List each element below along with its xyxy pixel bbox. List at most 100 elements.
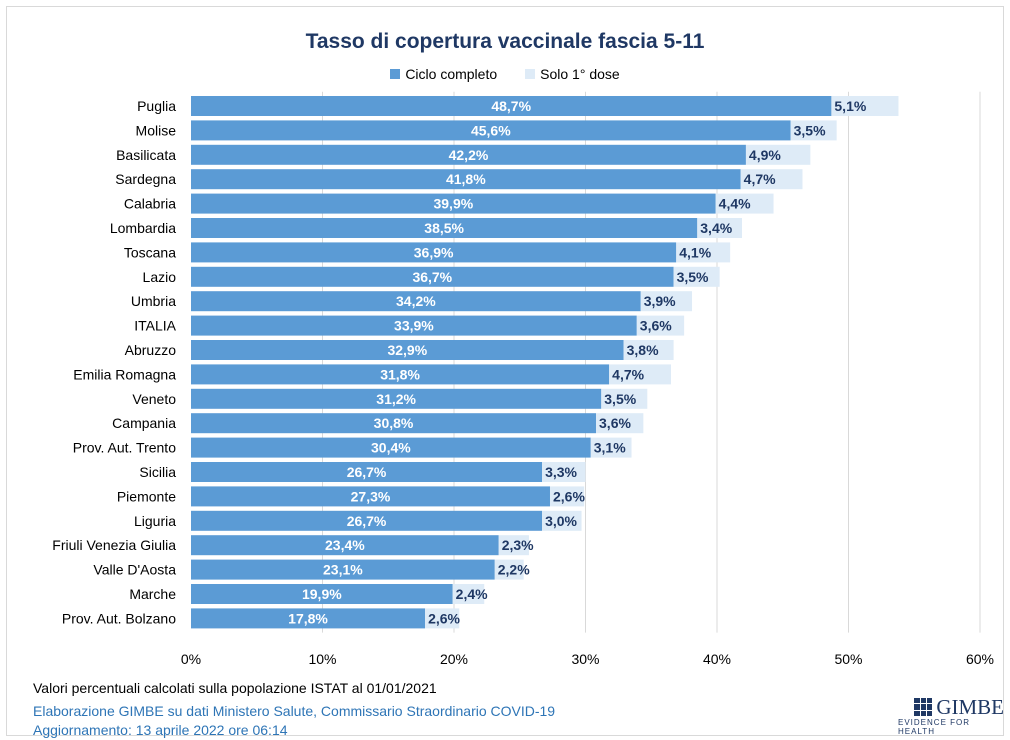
legend-swatch-ciclo-completo [390, 69, 401, 79]
footer-source: Elaborazione GIMBE su dati Ministero Sal… [33, 703, 556, 719]
data-label-ciclo-completo: 19,9% [302, 586, 342, 602]
category-label: Sicilia [139, 464, 176, 480]
data-label-ciclo-completo: 48,7% [491, 98, 531, 114]
bar-ciclo-completo [191, 388, 602, 409]
category-label: Lombardia [110, 220, 176, 236]
data-label-ciclo-completo: 26,7% [347, 513, 387, 529]
data-label-solo-prima-dose: 3,3% [545, 464, 577, 480]
chart-legend: Ciclo completo Solo 1° dose [0, 66, 1010, 82]
data-label-solo-prima-dose: 5,1% [834, 98, 866, 114]
bar-ciclo-completo [191, 96, 832, 116]
data-label-ciclo-completo: 39,9% [433, 196, 473, 212]
data-label-ciclo-completo: 30,4% [371, 440, 411, 456]
x-tick-label: 10% [308, 651, 336, 667]
data-label-solo-prima-dose: 2,6% [553, 488, 585, 504]
bar-ciclo-completo [191, 169, 741, 190]
data-label-solo-prima-dose: 3,6% [599, 415, 631, 431]
data-label-solo-prima-dose: 3,8% [627, 342, 659, 358]
category-label: Prov. Aut. Bolzano [62, 610, 176, 626]
bar-solo-prima-dose [697, 218, 742, 238]
data-label-solo-prima-dose: 2,4% [456, 586, 488, 602]
category-label: Abruzzo [125, 342, 177, 358]
bar-solo-prima-dose [601, 388, 648, 409]
bar-solo-prima-dose [831, 96, 899, 116]
bar-solo-prima-dose [740, 169, 803, 190]
category-label: Calabria [124, 196, 176, 212]
category-label: Marche [129, 586, 176, 602]
bar-ciclo-completo [191, 437, 591, 458]
data-label-ciclo-completo: 45,6% [471, 122, 511, 138]
data-label-ciclo-completo: 26,7% [347, 464, 387, 480]
bar-ciclo-completo [191, 193, 716, 214]
category-label: ITALIA [134, 318, 176, 334]
data-label-ciclo-completo: 23,1% [323, 562, 363, 578]
data-label-solo-prima-dose: 3,9% [644, 293, 676, 309]
bar-ciclo-completo [191, 535, 499, 556]
legend-swatch-solo-prima-dose [525, 69, 536, 79]
bar-solo-prima-dose [673, 266, 720, 287]
category-label: Campania [112, 415, 176, 431]
category-label: Piemonte [117, 488, 176, 504]
category-label: Toscana [124, 244, 176, 260]
footer-update: Aggiornamento: 13 aprile 2022 ore 06:14 [33, 722, 288, 738]
data-label-solo-prima-dose: 3,4% [700, 220, 732, 236]
bar-solo-prima-dose [549, 486, 585, 507]
category-label: Umbria [131, 293, 176, 309]
data-label-ciclo-completo: 23,4% [325, 537, 365, 553]
bar-solo-prima-dose [596, 413, 644, 434]
legend-item-solo-prima-dose: Solo 1° dose [525, 66, 620, 82]
logo-name: GIMBE [936, 695, 1004, 719]
data-label-solo-prima-dose: 3,5% [794, 122, 826, 138]
bar-solo-prima-dose [498, 535, 529, 556]
bar-ciclo-completo [191, 559, 495, 580]
data-label-ciclo-completo: 31,8% [380, 366, 420, 382]
data-label-solo-prima-dose: 4,7% [744, 171, 776, 187]
data-label-ciclo-completo: 41,8% [446, 171, 486, 187]
data-label-solo-prima-dose: 4,4% [719, 196, 751, 212]
x-tick-label: 40% [703, 651, 731, 667]
bar-ciclo-completo [191, 510, 543, 531]
bar-solo-prima-dose [609, 364, 671, 385]
category-label: Lazio [143, 269, 177, 285]
chart-frame [6, 6, 1004, 736]
data-label-solo-prima-dose: 4,1% [679, 244, 711, 260]
category-label: Valle D'Aosta [93, 562, 176, 578]
bar-ciclo-completo [191, 413, 597, 434]
category-label: Basilicata [116, 147, 176, 163]
bar-ciclo-completo [191, 462, 543, 482]
data-label-ciclo-completo: 30,8% [374, 415, 414, 431]
bar-solo-prima-dose [425, 608, 460, 629]
bar-solo-prima-dose [676, 242, 731, 263]
data-label-ciclo-completo: 36,7% [412, 269, 452, 285]
gimbe-logo: GIMBE EVIDENCE FOR HEALTH [898, 695, 1004, 737]
footer-note: Valori percentuali calcolati sulla popol… [33, 680, 437, 696]
bar-solo-prima-dose [452, 584, 485, 604]
bar-solo-prima-dose [623, 340, 674, 360]
data-label-solo-prima-dose: 4,9% [749, 147, 781, 163]
bar-solo-prima-dose [494, 559, 524, 580]
bar-ciclo-completo [191, 608, 426, 629]
bar-ciclo-completo [191, 120, 791, 141]
bar-ciclo-completo [191, 242, 677, 263]
bar-ciclo-completo [191, 291, 641, 312]
data-label-solo-prima-dose: 4,7% [612, 366, 644, 382]
data-label-ciclo-completo: 32,9% [387, 342, 427, 358]
category-label: Liguria [134, 513, 176, 529]
data-label-ciclo-completo: 38,5% [424, 220, 464, 236]
category-label: Puglia [137, 98, 176, 114]
logo-tagline: EVIDENCE FOR HEALTH [898, 718, 971, 736]
data-label-ciclo-completo: 42,2% [449, 147, 489, 163]
bar-solo-prima-dose [542, 510, 582, 531]
gimbe-grid-icon [914, 698, 933, 716]
data-label-ciclo-completo: 27,3% [351, 488, 391, 504]
bar-ciclo-completo [191, 218, 698, 238]
data-label-ciclo-completo: 33,9% [394, 318, 434, 334]
bar-solo-prima-dose [790, 120, 837, 141]
legend-label-solo-prima-dose: Solo 1° dose [540, 66, 620, 82]
bar-solo-prima-dose [590, 437, 632, 458]
bar-chart: 0% 10% 20% 30% 40% 50% 60% Puglia 48,7% 5,1% Molis… [52, 91, 994, 667]
bar-ciclo-completo [191, 486, 550, 507]
data-label-solo-prima-dose: 3,0% [545, 513, 577, 529]
bar-ciclo-completo [191, 584, 453, 604]
data-label-ciclo-completo: 34,2% [396, 293, 436, 309]
